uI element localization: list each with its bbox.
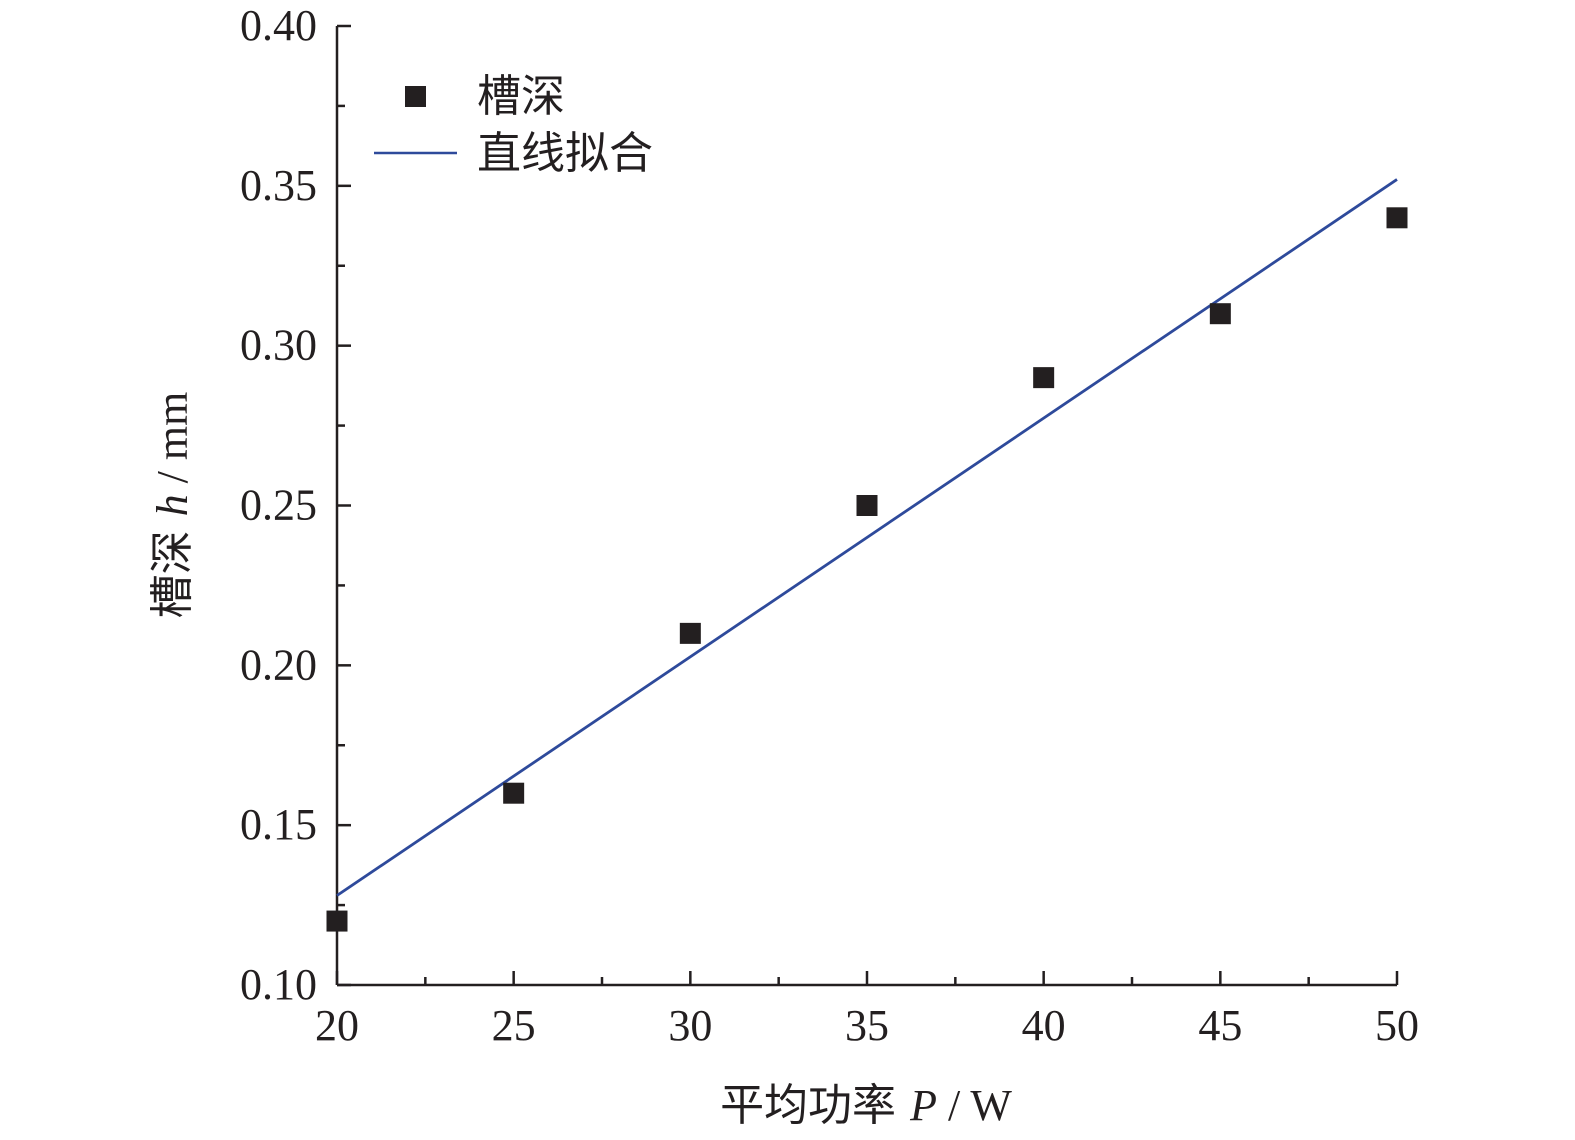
x-tick-labels: 20 25 30 35 40 45 50: [315, 1001, 1419, 1050]
y-axis-title-unit: / mm: [148, 392, 197, 495]
x-axis-title: 平均功率 P / W: [720, 1080, 1012, 1131]
y-axis-title: 槽深 h / mm: [147, 392, 198, 619]
x-tick-label: 20: [315, 1001, 359, 1050]
x-axis-title-main: 平均功率: [720, 1080, 910, 1131]
x-axis-title-variable: P: [909, 1081, 937, 1130]
y-tick-label: 0.30: [240, 321, 317, 370]
y-axis-title-variable: h: [148, 494, 197, 516]
y-tick-label: 0.40: [240, 1, 317, 50]
plot-area: 0.10 0.15 0.20 0.25 0.30 0.35 0.40 20 25 30 35 40 4…: [240, 1, 1419, 1050]
data-point: [326, 910, 348, 932]
x-axis-title-unit: / W: [937, 1081, 1012, 1130]
data-point: [1386, 207, 1408, 229]
x-tick-label: 25: [492, 1001, 536, 1050]
data-point: [856, 495, 878, 516]
legend-marker-depth: [405, 86, 426, 107]
y-tick-label: 0.10: [240, 960, 317, 1009]
x-tick-label: 50: [1375, 1001, 1419, 1050]
y-tick-label: 0.20: [240, 640, 317, 689]
data-point: [503, 782, 525, 804]
y-tick-label: 0.15: [240, 800, 317, 849]
x-tick-label: 40: [1022, 1001, 1066, 1050]
x-tick-label: 45: [1198, 1001, 1242, 1050]
legend-label-fit: 直线拟合: [477, 128, 653, 179]
legend-label-depth: 槽深: [477, 71, 565, 122]
fit-line: [336, 178, 1398, 897]
data-point: [1209, 303, 1231, 325]
x-tick-label: 35: [845, 1001, 889, 1050]
legend: 槽深 直线拟合: [374, 71, 653, 179]
series-layer: [326, 178, 1408, 932]
y-tick-labels: 0.10 0.15 0.20 0.25 0.30 0.35 0.40: [240, 1, 317, 1009]
x-tick-label: 30: [668, 1001, 712, 1050]
y-ticks: [337, 24, 351, 987]
y-tick-label: 0.25: [240, 481, 317, 530]
data-point: [679, 622, 701, 644]
y-axis-title-main: 槽深: [147, 516, 198, 618]
x-ticks: [335, 971, 1399, 985]
y-tick-label: 0.35: [240, 161, 317, 210]
data-point: [1033, 367, 1055, 389]
